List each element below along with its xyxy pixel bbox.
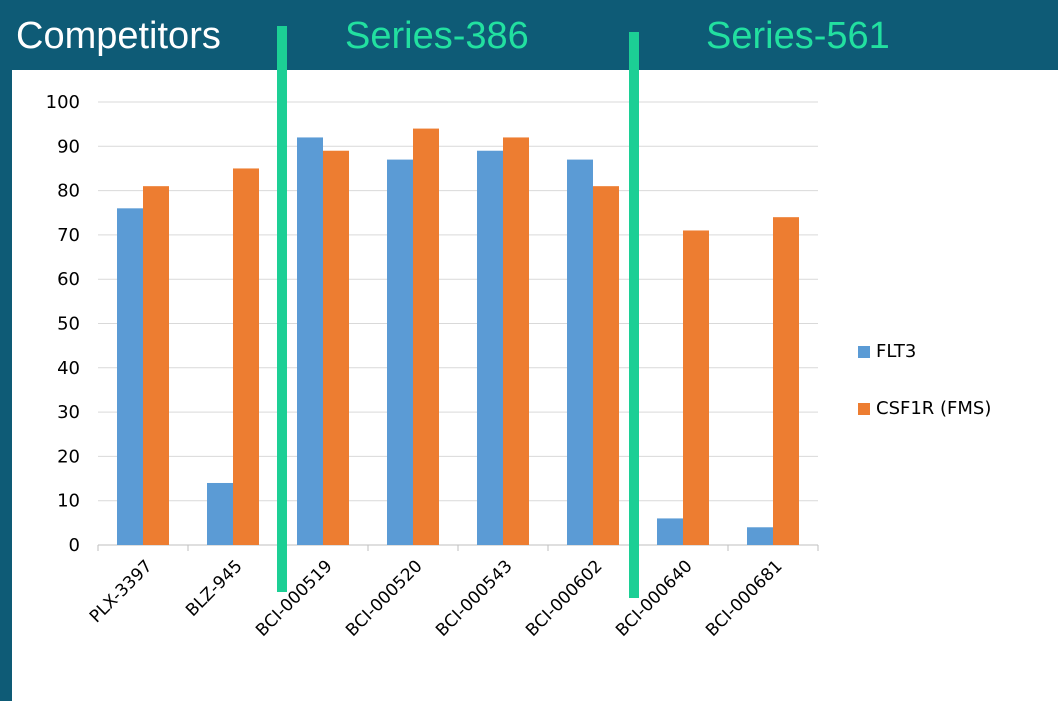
series-divider-2: [629, 32, 639, 598]
y-tick-label: 60: [57, 269, 80, 290]
y-tick-label: 30: [57, 402, 80, 423]
bar-flt3: [747, 527, 773, 545]
x-category-label: PLX-3397: [86, 556, 157, 627]
y-tick-label: 100: [46, 92, 80, 113]
legend-swatch: [858, 346, 870, 358]
y-tick-label: 10: [57, 491, 80, 512]
y-tick-label: 80: [57, 181, 80, 202]
y-tick-label: 20: [57, 446, 80, 467]
x-category-label: BCI-000681: [702, 556, 786, 640]
y-tick-label: 40: [57, 358, 80, 379]
bar-csf1r-fms: [323, 150, 349, 545]
x-category-label: BLZ-945: [182, 556, 246, 620]
bar-csf1r-fms: [233, 168, 259, 545]
legend-label: FLT3: [876, 341, 916, 362]
bar-flt3: [477, 150, 503, 545]
series-divider-1: [277, 26, 287, 592]
bar-csf1r-fms: [773, 217, 799, 545]
x-category-label: BCI-000543: [432, 556, 516, 640]
bar-flt3: [567, 159, 593, 545]
y-tick-label: 0: [69, 535, 80, 556]
bar-csf1r-fms: [143, 186, 169, 546]
bar-flt3: [117, 208, 143, 545]
bar-flt3: [207, 482, 233, 545]
chart-panel: 0 10 20 30 40 50 60 70 80 90 100 PLX-3397 BLZ-945 BCI…: [12, 70, 1058, 701]
y-tick-label: 90: [57, 136, 80, 157]
y-tick-label: 70: [57, 225, 80, 246]
bar-csf1r-fms: [503, 137, 529, 545]
bar-flt3: [387, 159, 413, 545]
bar-csf1r-fms: [683, 230, 709, 545]
legend-swatch: [858, 403, 870, 415]
bar-flt3: [297, 137, 323, 545]
x-category-label: BCI-000520: [342, 556, 426, 640]
legend-label: CSF1R (FMS): [876, 398, 991, 419]
y-tick-label: 50: [57, 314, 80, 335]
x-category-label: BCI-000640: [612, 556, 696, 640]
x-category-label: BCI-000519: [252, 556, 336, 640]
header-series-561: Series-561: [706, 15, 890, 57]
x-category-label: BCI-000602: [522, 556, 606, 640]
header-competitors: Competitors: [16, 15, 221, 57]
bar-csf1r-fms: [413, 128, 439, 545]
header-series-386: Series-386: [345, 15, 529, 57]
bar-flt3: [657, 518, 683, 545]
bar-csf1r-fms: [593, 186, 619, 546]
